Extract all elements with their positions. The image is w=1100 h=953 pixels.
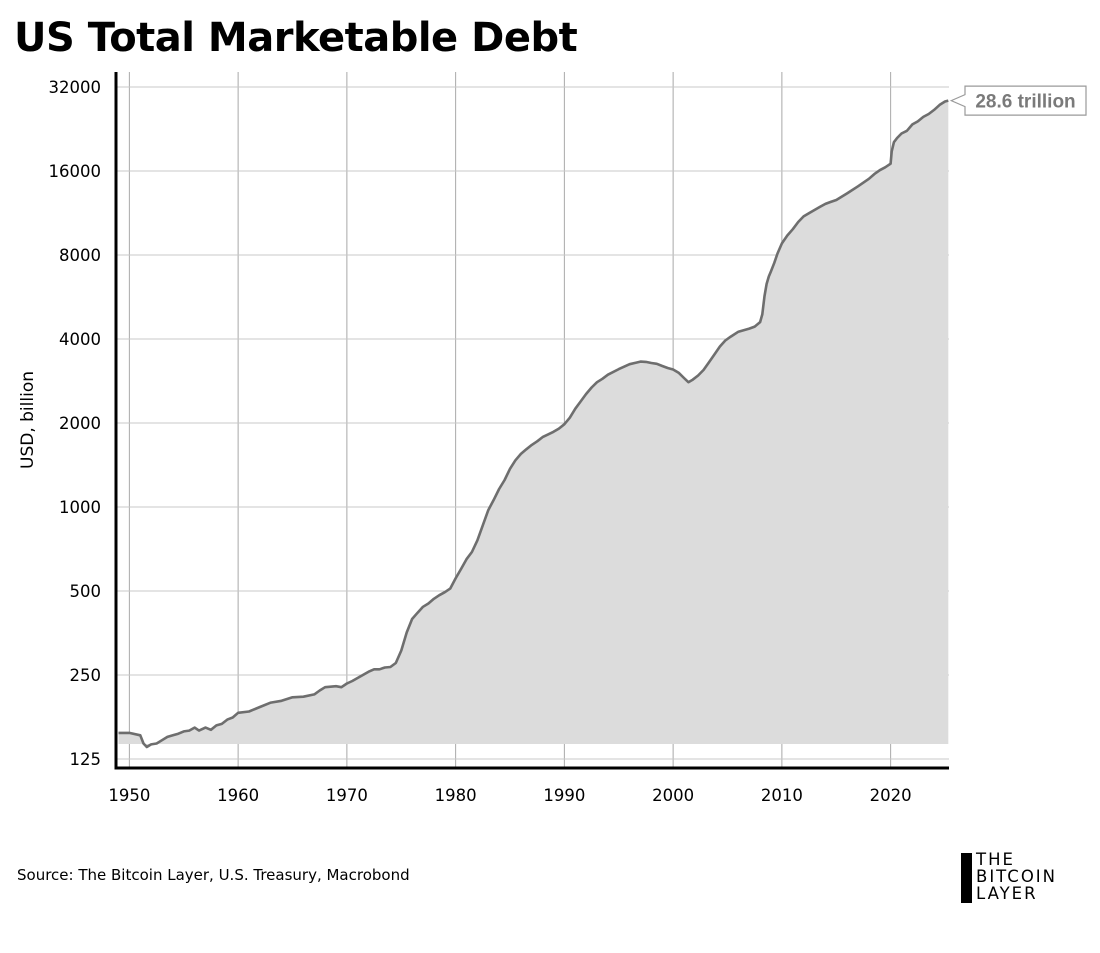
x-tick-label: 2020 [870,786,912,805]
value-annotation: 28.6 trillion [949,85,1087,116]
debt-area-chart: 125 250 500 1000 2000 4000 8000 16000 32000 1950… [18,72,1087,805]
y-axis-label: USD, billion [18,371,38,469]
annotation-box [949,85,1087,116]
y-tick-label: 16000 [49,162,102,181]
debt-line [118,99,949,749]
chart-title: US Total Marketable Debt [14,15,578,61]
x-tick-label: 1950 [108,786,150,805]
logo-bar-icon [961,853,972,903]
y-axis-tick-labels: 125 250 500 1000 2000 4000 8000 16000 32000 [49,78,102,769]
y-tick-label: 2000 [59,414,101,433]
annotation-text: 28.6 trillion [975,92,1075,113]
logo-line-2: BITCOIN [976,867,1058,886]
x-tick-label: 2000 [652,786,694,805]
x-tick-label: 1990 [543,786,585,805]
debt-area-fill [118,100,949,748]
y-tick-label: 32000 [49,78,102,97]
x-tick-label: 1980 [435,786,477,805]
y-tick-label: 1000 [59,498,101,517]
logo-line-1: THE [976,850,1015,869]
x-tick-label: 1970 [326,786,368,805]
y-tick-label: 250 [70,666,102,685]
y-tick-label: 8000 [59,246,101,265]
source-note: Source: The Bitcoin Layer, U.S. Treasury… [17,866,410,884]
x-tick-label: 1960 [217,786,259,805]
axes [114,72,949,770]
logo-line-3: LAYER [976,884,1038,903]
bitcoin-layer-logo: THE BITCOIN LAYER [961,850,1086,905]
y-tick-label: 500 [70,582,102,601]
y-tick-label: 4000 [59,330,101,349]
y-tick-label: 125 [70,750,102,769]
x-tick-label: 2010 [761,786,803,805]
x-axis-tick-labels: 1950 1960 1970 1980 1990 2000 2010 2020 [108,786,911,805]
